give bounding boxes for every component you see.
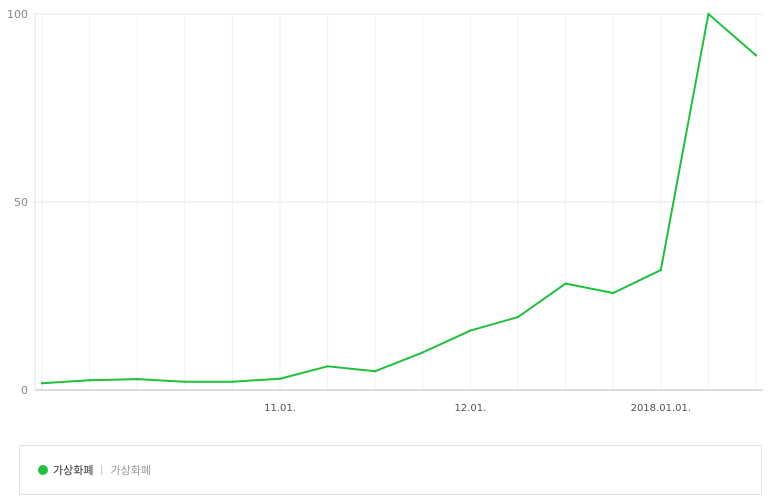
line-chart: 0 50 100 11.01. 12.01. 2018.01.01. [7, 8, 763, 414]
x-tick-label: 12.01. [454, 403, 486, 414]
data-point [469, 329, 472, 332]
data-point [754, 54, 758, 57]
y-tick-label: 50 [14, 196, 28, 209]
legend-series-description: 가상화폐 [110, 464, 151, 477]
data-point [421, 351, 424, 354]
data-point [326, 365, 329, 368]
data-point [564, 282, 567, 285]
data-point [278, 377, 282, 380]
y-tick-label: 100 [7, 8, 28, 21]
data-point [231, 380, 234, 383]
legend-series-name[interactable]: 가상화폐 [53, 464, 94, 477]
series-line [41, 13, 757, 385]
legend-series-dot[interactable] [38, 465, 48, 475]
data-point [707, 12, 710, 16]
data-point [516, 315, 520, 319]
data-point [612, 291, 615, 295]
y-tick-label: 0 [21, 384, 28, 397]
data-point [136, 377, 139, 381]
chart-svg: 0 50 100 11.01. 12.01. 2018.01.01. [7, 8, 763, 414]
data-point [183, 380, 186, 383]
data-point [659, 268, 662, 272]
data-point [40, 382, 44, 385]
legend-divider [101, 465, 103, 475]
x-tick-label: 2018.01.01. [631, 403, 691, 414]
legend: 가상화폐 가상화폐 [19, 445, 762, 495]
data-point [374, 370, 377, 373]
data-point [88, 379, 91, 382]
x-tick-label: 11.01. [264, 403, 296, 414]
